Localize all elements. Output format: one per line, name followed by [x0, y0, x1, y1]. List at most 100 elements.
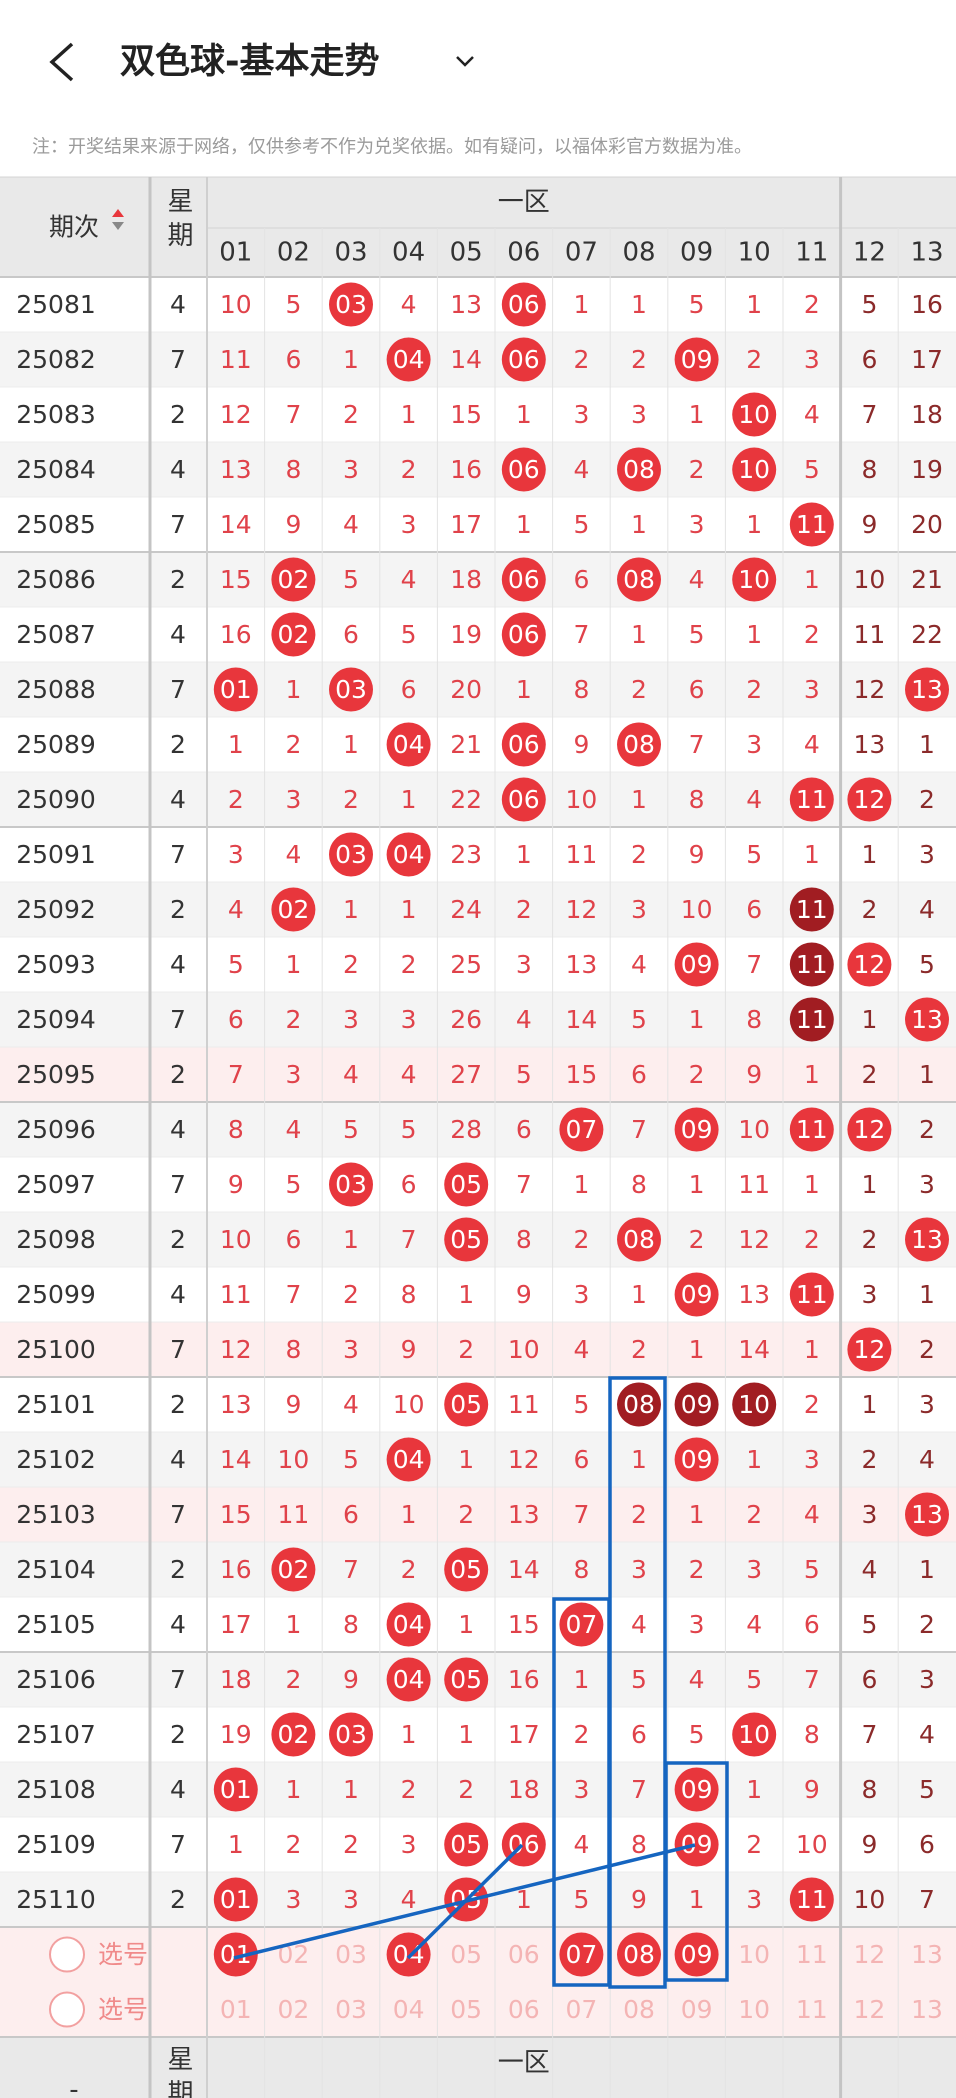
miss-count: 5 [746, 1665, 762, 1694]
ball-number: 01 [220, 675, 252, 704]
title-dropdown[interactable] [456, 56, 474, 67]
miss-count: 23 [450, 840, 482, 869]
pick-number: 04 [393, 1995, 425, 2024]
miss-count: 8 [401, 1280, 417, 1309]
miss-count: 7 [343, 1555, 359, 1584]
weekday: 4 [170, 1280, 186, 1309]
miss-count: 8 [516, 1225, 532, 1254]
ball-number: 13 [911, 675, 943, 704]
miss-count: 1 [631, 1445, 647, 1474]
issue: 25099 [16, 1280, 96, 1309]
miss-count: 5 [919, 1775, 935, 1804]
miss-count: 1 [861, 1170, 877, 1199]
weekday: 4 [170, 1115, 186, 1144]
row-bg [0, 387, 956, 442]
miss-count: 4 [573, 1335, 589, 1364]
ball [789, 1877, 834, 1922]
row-bg [0, 1707, 956, 1762]
miss-count: 2 [919, 1610, 935, 1639]
pick-number: 11 [796, 1940, 828, 1969]
ball [905, 1492, 949, 1537]
ball [732, 1382, 777, 1427]
miss-count: 14 [508, 1555, 540, 1584]
pick-checkbox[interactable] [49, 1936, 85, 1973]
number-header: 12 [853, 238, 886, 268]
row-bg [0, 277, 956, 332]
miss-count: 2 [689, 1555, 705, 1584]
miss-count: 3 [804, 1445, 820, 1474]
miss-count: 1 [919, 730, 935, 759]
miss-count: 9 [573, 730, 589, 759]
ball-number: 03 [335, 840, 367, 869]
number-header: 10 [738, 238, 771, 268]
miss-count: 5 [861, 1610, 877, 1639]
issue: 25100 [16, 1335, 96, 1364]
ball [847, 942, 892, 987]
miss-count: 2 [689, 1060, 705, 1089]
miss-count: 3 [631, 895, 647, 924]
ball-number: 11 [796, 1280, 828, 1309]
row-bg [0, 1487, 956, 1542]
miss-count: 25 [450, 950, 482, 979]
miss-count: 2 [919, 785, 935, 814]
ball-number: 11 [796, 785, 828, 814]
miss-count: 4 [919, 1720, 935, 1749]
miss-count: 2 [689, 455, 705, 484]
miss-count: 1 [689, 1500, 705, 1529]
miss-count: 2 [343, 950, 359, 979]
miss-count: 2 [228, 785, 244, 814]
weekday: 4 [170, 455, 186, 484]
ball [501, 282, 546, 327]
miss-count: 3 [516, 950, 532, 979]
miss-count: 7 [689, 730, 705, 759]
weekday: 7 [170, 1335, 186, 1364]
miss-count: 2 [804, 290, 820, 319]
ball [789, 1107, 834, 1152]
ball-number: 10 [738, 1390, 770, 1419]
issue: 25109 [16, 1830, 96, 1859]
ball [444, 1547, 489, 1592]
miss-count: 4 [343, 510, 359, 539]
weekday-header: 星期 [163, 187, 193, 255]
miss-count: 2 [861, 1060, 877, 1089]
row-bg [0, 552, 956, 607]
miss-count: 4 [861, 1555, 877, 1584]
number-header: 11 [795, 238, 828, 268]
miss-count: 14 [450, 345, 482, 374]
miss-count: 1 [228, 730, 244, 759]
back-button[interactable] [49, 42, 74, 82]
ball-number: 11 [796, 950, 828, 979]
miss-count: 3 [343, 1885, 359, 1914]
miss-count: 1 [919, 1555, 935, 1584]
ball [213, 1767, 258, 1812]
ball-number: 11 [796, 1115, 828, 1144]
miss-count: 1 [401, 895, 417, 924]
ball [789, 502, 834, 547]
miss-count: 20 [450, 675, 482, 704]
miss-count: 2 [516, 895, 532, 924]
miss-count: 18 [911, 400, 943, 429]
ball [732, 392, 777, 437]
pick-number: 08 [623, 1995, 655, 2024]
miss-count: 7 [804, 1665, 820, 1694]
ball [329, 667, 373, 712]
ball [617, 1217, 661, 1262]
miss-count: 8 [804, 1720, 820, 1749]
miss-count: 1 [689, 1005, 705, 1034]
issue: 25094 [16, 1005, 96, 1034]
miss-count: 4 [285, 840, 301, 869]
miss-count: 2 [861, 1225, 877, 1254]
ball-number: 08 [623, 565, 655, 594]
ball [501, 447, 546, 492]
ball [847, 777, 892, 822]
miss-count: 2 [401, 950, 417, 979]
miss-count: 1 [285, 1775, 301, 1804]
miss-count: 1 [573, 1665, 589, 1694]
miss-count: 5 [343, 1445, 359, 1474]
miss-count: 9 [228, 1170, 244, 1199]
ball-number: 09 [681, 1830, 713, 1859]
ball-number: 11 [796, 895, 828, 924]
ball-number: 02 [277, 565, 309, 594]
pick-checkbox[interactable] [49, 1991, 85, 2028]
